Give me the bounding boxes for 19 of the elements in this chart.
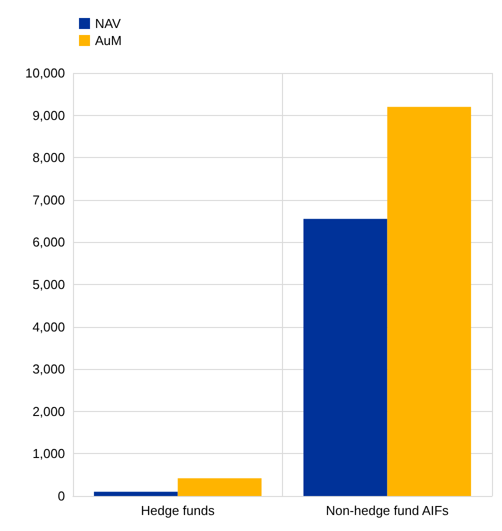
legend-label: AuM: [95, 33, 122, 48]
x-tick-label: Hedge funds: [140, 503, 216, 518]
bar: [178, 478, 262, 496]
bar: [303, 218, 388, 496]
y-tick-label: 10,000: [25, 66, 65, 80]
bar: [387, 106, 472, 496]
y-tick-label: 9,000: [32, 108, 65, 123]
y-tick-label: 5,000: [32, 277, 65, 292]
y-tick-label: 8,000: [32, 150, 65, 166]
y-tick-label: 0: [58, 488, 65, 504]
bar: [94, 492, 178, 496]
y-tick-label: 6,000: [32, 234, 65, 250]
y-tick-label: 7,000: [32, 192, 65, 208]
y-tick-label: 2,000: [32, 404, 65, 419]
y-tick-label: 3,000: [32, 362, 65, 377]
y-tick-label: 4,000: [32, 319, 65, 334]
x-tick-label: Non-hedge fund AIFs: [326, 503, 450, 518]
y-tick-label: 1,000: [32, 446, 65, 462]
legend-label: NAV: [95, 16, 122, 31]
